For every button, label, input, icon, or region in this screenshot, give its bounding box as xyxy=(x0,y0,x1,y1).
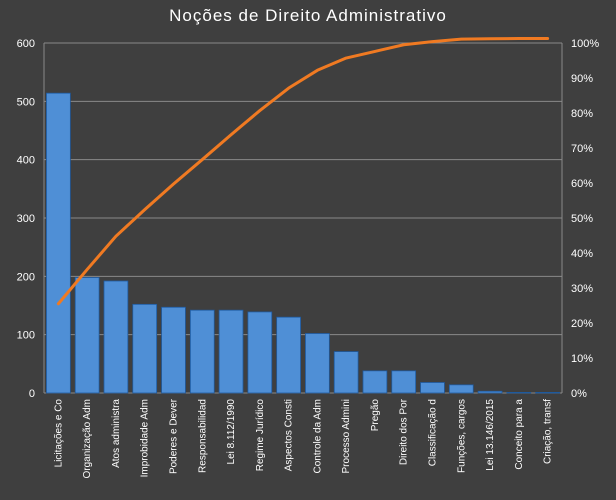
x-tick-label: Conceito para a xyxy=(514,399,525,470)
y-tick-label: 400 xyxy=(17,155,35,167)
bar xyxy=(362,370,388,394)
bar xyxy=(74,277,100,394)
y2-tick-label: 20% xyxy=(571,318,593,330)
bar xyxy=(247,311,273,394)
y2-tick-label: 0% xyxy=(571,388,587,400)
bar xyxy=(333,351,359,394)
y-tick-label: 500 xyxy=(17,96,35,108)
x-tick-label: Controle da Adm xyxy=(312,399,323,474)
y2-tick-label: 90% xyxy=(571,73,593,85)
y2-tick-label: 70% xyxy=(571,143,593,155)
bar xyxy=(276,316,301,394)
bar xyxy=(103,280,129,394)
x-tick-label: Regime Jurídico xyxy=(255,399,266,472)
bar xyxy=(506,392,532,394)
x-tick-label: Criação, transf xyxy=(543,399,554,464)
x-tick-label: Lei 8.112/1990 xyxy=(226,399,237,465)
bar xyxy=(391,370,417,394)
x-tick-label: Licitações e Co xyxy=(53,399,64,468)
bar xyxy=(477,390,503,394)
bar xyxy=(189,309,215,394)
y-tick-label: 600 xyxy=(17,38,35,50)
x-tick-label: Processo Admini xyxy=(341,399,352,473)
bar xyxy=(132,303,158,394)
chart-title: Noções de Direito Administrativo xyxy=(169,6,447,25)
x-tick-label: Improbidade Adm xyxy=(140,399,151,477)
y2-tick-label: 50% xyxy=(571,213,593,225)
x-tick-label: Direito dos Por xyxy=(399,398,410,465)
x-tick-label: Poderes e Dever xyxy=(169,398,180,474)
y-tick-label: 100 xyxy=(17,330,35,342)
y-tick-label: 0 xyxy=(29,388,35,400)
x-tick-label: Lei 13.146/2015 xyxy=(485,399,496,471)
x-tick-label: Atos administra xyxy=(111,399,122,468)
y2-tick-label: 80% xyxy=(571,108,593,120)
x-tick-label: Organização Adm xyxy=(82,399,93,479)
bar xyxy=(420,382,445,394)
bar xyxy=(218,309,244,394)
bar xyxy=(448,384,474,394)
x-tick-label: Aspectos Consti xyxy=(284,399,295,471)
y2-tick-label: 60% xyxy=(571,178,593,190)
y2-tick-label: 30% xyxy=(571,283,593,295)
bar xyxy=(46,92,71,394)
y2-tick-label: 100% xyxy=(571,38,599,50)
y-tick-label: 200 xyxy=(17,271,35,283)
cumulative-line xyxy=(56,36,550,306)
bar xyxy=(305,333,330,394)
x-tick-label: Classificação d xyxy=(428,399,439,466)
bar xyxy=(161,306,186,394)
x-tick-label: Responsabilidad xyxy=(197,399,208,473)
x-tick-label: Funções, cargos xyxy=(456,399,467,473)
y2-tick-label: 10% xyxy=(571,353,593,365)
y2-tick-label: 40% xyxy=(571,248,593,260)
bar xyxy=(535,392,560,394)
x-tick-label: Pregão xyxy=(370,399,381,432)
y-tick-label: 300 xyxy=(17,213,35,225)
